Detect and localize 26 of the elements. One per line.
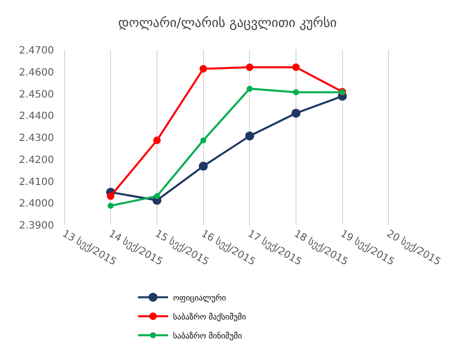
point [245, 131, 254, 140]
point [246, 64, 254, 72]
legend-label: საბაზრო მინიმუმი [173, 331, 242, 340]
point [106, 192, 114, 200]
y-tick-label: 2.4000 [19, 198, 54, 210]
legend-label: საბაზრო მაქსიმუმი [173, 312, 246, 322]
point [153, 136, 161, 144]
y-tick-label: 2.3900 [19, 220, 54, 232]
point [108, 202, 114, 209]
point [292, 89, 299, 96]
point [198, 162, 208, 171]
point [154, 193, 160, 200]
y-tick-label: 2.4400 [19, 111, 54, 122]
y-tick-label: 2.4500 [19, 89, 54, 100]
chart-title: დოლარი/ლარის გაცვლითი კურსი [118, 16, 338, 32]
point [292, 64, 300, 72]
legend-label: ოფიციალური [173, 293, 226, 302]
y-tick-label: 2.4100 [19, 176, 54, 188]
y-tick-label: 2.4300 [19, 133, 54, 144]
point [246, 86, 253, 92]
y-tick-label: 2.4700 [19, 46, 54, 56]
point [291, 108, 300, 118]
y-tick-label: 2.4600 [19, 67, 54, 78]
point [200, 65, 208, 73]
y-tick-label: 2.4200 [19, 154, 54, 166]
point [200, 137, 206, 144]
